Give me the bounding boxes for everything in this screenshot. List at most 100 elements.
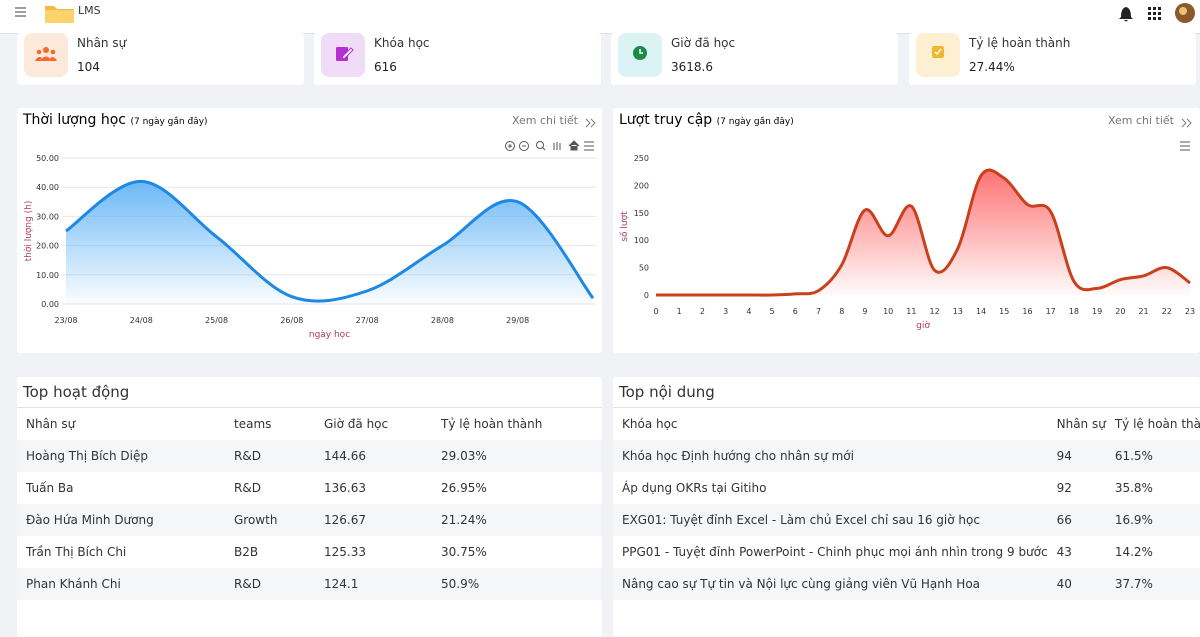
table-cell: 92 bbox=[1056, 481, 1072, 495]
stat-value: 104 bbox=[77, 60, 100, 74]
x-tick-label: 3 bbox=[723, 307, 728, 316]
table-row: EXG01: Tuyệt đỉnh Excel - Làm chủ Excel … bbox=[613, 504, 1200, 536]
table-row: Đào Hứa Minh Dương Growth 126.67 21.24% bbox=[17, 504, 602, 536]
table-cell: 43 bbox=[1056, 545, 1072, 559]
chevron-icon bbox=[1181, 118, 1192, 128]
x-tick-label: 5 bbox=[770, 307, 775, 316]
table-cell: 94 bbox=[1056, 449, 1072, 463]
avatar-face bbox=[1179, 7, 1187, 15]
stat-value: 616 bbox=[374, 60, 397, 74]
table-cell: Khóa học Định hướng cho nhân sự mới bbox=[622, 449, 854, 463]
table-cell: Trần Thị Bích Chi bbox=[26, 545, 127, 559]
table-cell: R&D bbox=[234, 577, 261, 591]
chart-toolbar[interactable] bbox=[505, 140, 595, 151]
x-tick-label: 29/08 bbox=[506, 316, 529, 325]
x-tick-label: 12 bbox=[930, 307, 940, 316]
line bbox=[655, 168, 1191, 297]
column-header: Giờ đã học bbox=[324, 417, 389, 431]
detail-link[interactable]: Xem chi tiết bbox=[1108, 114, 1175, 127]
table-cell: Tuấn Ba bbox=[26, 481, 74, 495]
y-tick-label: 200 bbox=[634, 181, 649, 190]
top-bar: LMS bbox=[0, 0, 1200, 34]
x-tick-label: 14 bbox=[976, 307, 986, 316]
chart-heading: Thời lượng học (7 ngày gần đây) bbox=[22, 112, 208, 128]
stat-label: Khóa học bbox=[374, 36, 430, 50]
table-row: Áp dụng OKRs tại Gitiho 92 35.8% bbox=[613, 472, 1200, 504]
table-cell: 125.33 bbox=[324, 545, 366, 559]
header-row: Nhân sự teams Giờ đã học Tỷ lệ hoàn thành bbox=[17, 408, 602, 440]
table-cell: Hoàng Thị Bích Diệp bbox=[26, 449, 148, 463]
stat-card: Khóa học 616 bbox=[314, 33, 601, 85]
table-row: Nâng cao sự Tự tin và Nội lực cùng giảng… bbox=[613, 568, 1200, 600]
column-header: Tỷ lệ hoàn thành bbox=[441, 417, 543, 431]
column-header: Tỷ lệ hoàn thành bbox=[1114, 417, 1200, 431]
x-tick-label: 23/08 bbox=[54, 316, 77, 325]
chart-menu[interactable] bbox=[1180, 141, 1190, 151]
area bbox=[656, 169, 1190, 296]
stat-card: Nhân sự 104 bbox=[17, 33, 304, 85]
y-tick-label: 0.00 bbox=[41, 300, 59, 309]
x-tick-label: 20 bbox=[1115, 307, 1125, 316]
table-cell: 124.1 bbox=[324, 577, 359, 591]
table-panel: Top nội dung Khóa học Nhân sự Tỷ lệ hoàn t… bbox=[613, 377, 1200, 637]
x-tick-label: 16 bbox=[1022, 307, 1032, 316]
x-axis-title: giờ bbox=[916, 320, 930, 331]
table-cell: 14.2% bbox=[1114, 545, 1153, 559]
detail-link[interactable]: Xem chi tiết bbox=[512, 114, 579, 127]
y-tick-label: 20.00 bbox=[36, 242, 59, 251]
apps-icon[interactable] bbox=[1148, 7, 1161, 20]
table-cell: 144.66 bbox=[324, 449, 366, 463]
stat-label: Giờ đã học bbox=[671, 36, 736, 50]
column-header: Nhân sự bbox=[1056, 417, 1106, 431]
x-tick-label: 6 bbox=[793, 307, 798, 316]
stat-icon bbox=[321, 33, 365, 77]
menu-icon[interactable] bbox=[14, 5, 28, 19]
y-tick-label: 40.00 bbox=[36, 183, 59, 192]
chart-title: Lượt truy cập bbox=[619, 112, 712, 128]
stat-label: Nhân sự bbox=[77, 36, 127, 50]
table-cell: 30.75% bbox=[441, 545, 487, 559]
logo[interactable] bbox=[42, 0, 76, 24]
y-axis-title: số lượt bbox=[619, 211, 630, 242]
y-tick-label: 50.00 bbox=[36, 154, 59, 163]
x-tick-label: 25/08 bbox=[205, 316, 228, 325]
table-cell: R&D bbox=[234, 481, 261, 495]
table-cell: Áp dụng OKRs tại Gitiho bbox=[622, 481, 767, 495]
x-tick-label: 7 bbox=[816, 307, 821, 316]
header-row: Khóa học Nhân sự Tỷ lệ hoàn thành bbox=[613, 408, 1200, 440]
chart-subtitle: (7 ngày gần đây) bbox=[130, 116, 207, 127]
stat-card: Tỷ lệ hoàn thành 27.44% bbox=[909, 33, 1196, 85]
notification-icon[interactable] bbox=[1119, 7, 1133, 22]
chevron-icon bbox=[585, 118, 596, 128]
x-tick-label: 19 bbox=[1092, 307, 1102, 316]
x-tick-label: 10 bbox=[883, 307, 893, 316]
y-tick-label: 150 bbox=[634, 209, 649, 218]
area bbox=[66, 181, 593, 304]
chart-panel: Thời lượng học (7 ngày gần đây) Xem chi … bbox=[17, 108, 602, 353]
x-tick-label: 0 bbox=[653, 307, 658, 316]
table-title: Top nội dung bbox=[613, 377, 1200, 408]
table-cell: R&D bbox=[234, 449, 261, 463]
x-tick-label: 17 bbox=[1046, 307, 1056, 316]
table-cell: 61.5% bbox=[1114, 449, 1153, 463]
table-cell: 26.95% bbox=[441, 481, 487, 495]
y-tick-label: 30.00 bbox=[36, 212, 59, 221]
x-tick-label: 23 bbox=[1185, 307, 1195, 316]
x-tick-label: 13 bbox=[953, 307, 963, 316]
table-row: PPG01 - Tuyệt đỉnh PowerPoint - Chinh ph… bbox=[613, 536, 1200, 568]
table-cell: 16.9% bbox=[1114, 513, 1153, 527]
x-tick-label: 26/08 bbox=[280, 316, 303, 325]
x-tick-label: 9 bbox=[862, 307, 867, 316]
table-cell: 29.03% bbox=[441, 449, 487, 463]
table-row: Khóa học Định hướng cho nhân sự mới 94 61.… bbox=[613, 440, 1200, 472]
table-cell: 37.7% bbox=[1114, 577, 1153, 591]
stat-card: Giờ đã học 3618.6 bbox=[611, 33, 898, 85]
table-cell: PPG01 - Tuyệt đỉnh PowerPoint - Chinh ph… bbox=[622, 545, 1048, 559]
chart-title: Thời lượng học bbox=[22, 112, 126, 128]
x-tick-label: 22 bbox=[1162, 307, 1172, 316]
table-cell: 50.9% bbox=[441, 577, 480, 591]
y-tick-label: 0 bbox=[644, 291, 649, 300]
brand[interactable]: LMS bbox=[78, 4, 101, 17]
